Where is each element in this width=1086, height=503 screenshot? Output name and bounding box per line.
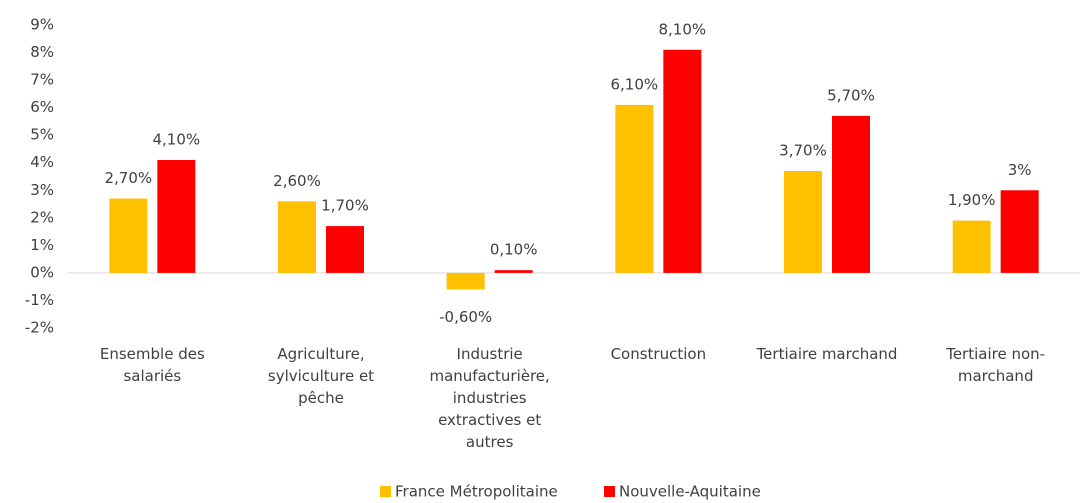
bar: [446, 272, 485, 290]
x-tick-label: Ensemble des salariés: [99, 345, 205, 385]
value-label: 5,70%: [827, 86, 875, 104]
bar: [615, 104, 654, 273]
y-tick-label: 2%: [30, 208, 54, 226]
bar: [1000, 190, 1039, 273]
y-tick-label: 9%: [30, 16, 54, 34]
bar: [278, 201, 316, 273]
bar: [952, 220, 991, 273]
x-tick-label: Agriculture, sylviculture et pêche: [267, 345, 375, 407]
y-tick-label: -2%: [25, 319, 54, 337]
bar: [494, 270, 533, 273]
value-label: 3,70%: [779, 141, 827, 159]
y-tick-label: 5%: [30, 126, 54, 144]
x-tick-label: Construction: [610, 345, 707, 363]
y-tick-label: 3%: [30, 181, 54, 199]
value-label: 0,10%: [490, 241, 538, 259]
y-tick-label: 8%: [30, 43, 54, 61]
bar: [784, 170, 822, 273]
y-tick-label: 6%: [30, 98, 54, 116]
value-label: 6,10%: [611, 75, 659, 93]
legend-swatch: [380, 486, 391, 497]
legend-swatch: [604, 486, 615, 497]
legend-label: Nouvelle-Aquitaine: [619, 483, 761, 501]
y-tick-label: 1%: [30, 236, 54, 254]
x-tick-label: Industrie manufacturière, industries ext…: [429, 345, 550, 451]
value-label: 8,10%: [659, 20, 707, 38]
bar: [326, 226, 364, 273]
y-tick-label: 4%: [30, 153, 54, 171]
bar: [663, 49, 702, 273]
x-tick-label: Tertiaire marchand: [756, 345, 898, 363]
value-label: 1,90%: [948, 191, 996, 209]
y-tick-label: -1%: [25, 291, 54, 309]
bar: [109, 198, 148, 273]
bar: [832, 115, 870, 273]
value-label: 2,70%: [105, 169, 153, 187]
value-label: 3%: [1008, 161, 1032, 179]
y-tick-label: 7%: [30, 71, 54, 89]
bar: [157, 159, 196, 273]
legend-label: France Métropolitaine: [395, 483, 558, 501]
y-tick-label: 0%: [30, 263, 54, 281]
x-tick-label: Tertiaire non-marchand: [946, 345, 1046, 385]
value-label: -0,60%: [439, 308, 492, 326]
value-label: 4,10%: [153, 130, 201, 148]
value-label: 1,70%: [321, 197, 369, 215]
value-label: 2,60%: [273, 172, 321, 190]
